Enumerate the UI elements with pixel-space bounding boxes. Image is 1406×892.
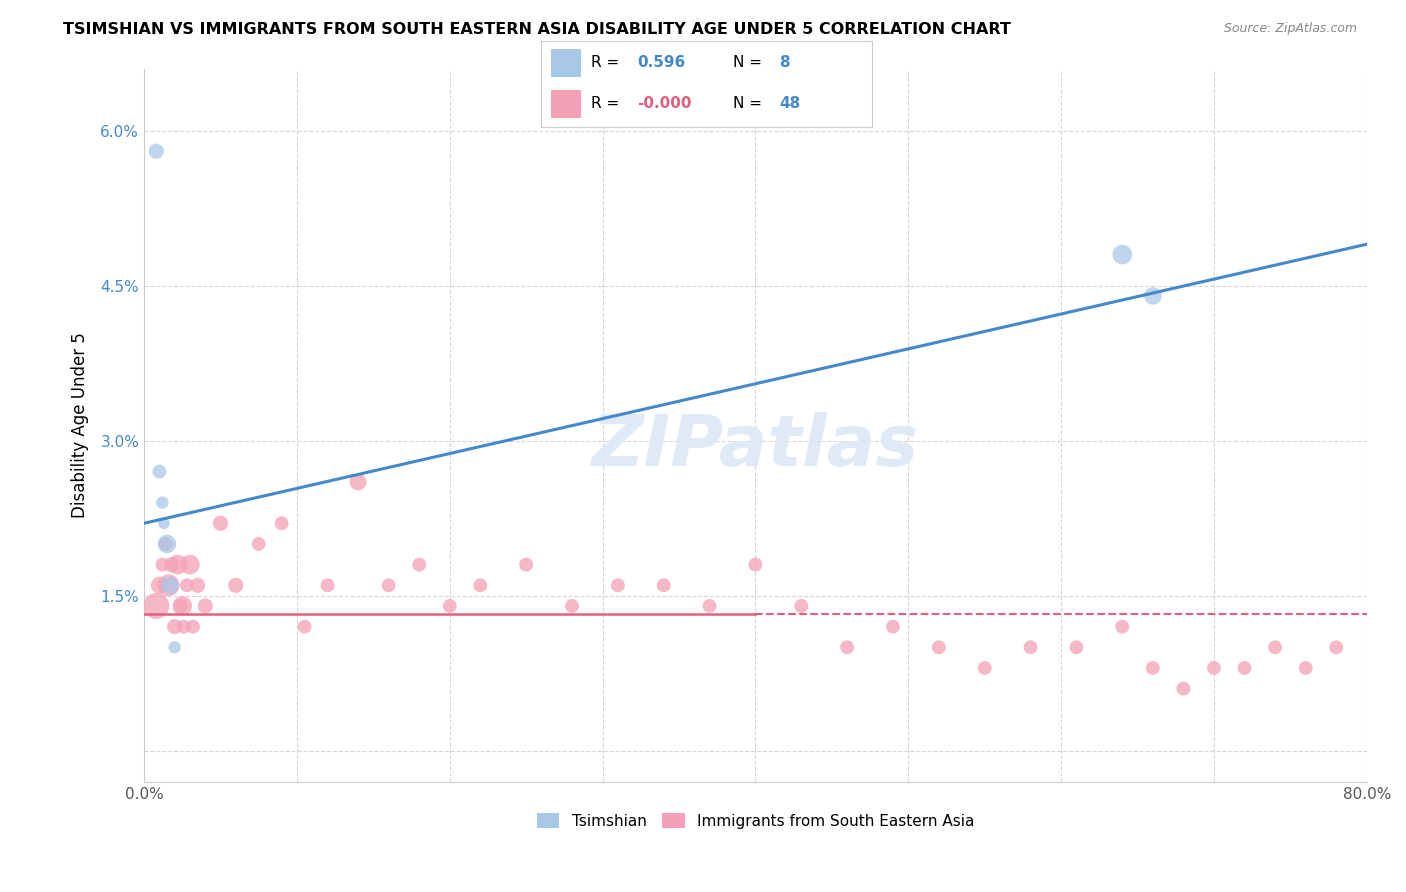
Point [148, 465, 170, 479]
Point [1019, 640, 1042, 655]
Point [155, 537, 177, 551]
Point [156, 537, 179, 551]
FancyBboxPatch shape [551, 49, 581, 77]
Point [166, 558, 188, 572]
Point [606, 578, 628, 592]
Point [170, 599, 193, 613]
Text: N =: N = [733, 55, 762, 70]
Text: 8: 8 [779, 55, 790, 70]
Point [148, 578, 170, 592]
Point [145, 145, 167, 159]
Point [179, 558, 201, 572]
Point [1173, 681, 1195, 696]
Point [790, 599, 813, 613]
Point [408, 558, 430, 572]
Text: N =: N = [733, 96, 762, 112]
Point [652, 578, 675, 592]
Point [837, 640, 859, 655]
Point [1202, 661, 1225, 675]
Point [176, 578, 198, 592]
Point [172, 599, 194, 613]
Point [270, 516, 292, 531]
Point [152, 558, 174, 572]
Point [1233, 661, 1256, 675]
Point [157, 578, 180, 592]
Point [152, 495, 174, 509]
Point [1264, 640, 1286, 655]
Point [145, 599, 167, 613]
Point [247, 537, 270, 551]
Point [194, 599, 217, 613]
Point [163, 619, 186, 633]
Point [316, 578, 339, 592]
Point [181, 619, 204, 633]
Text: R =: R = [591, 96, 619, 112]
Point [159, 578, 181, 592]
Point [187, 578, 209, 592]
Point [1142, 661, 1164, 675]
Point [1066, 640, 1088, 655]
Point [439, 599, 461, 613]
Point [377, 578, 399, 592]
Point [561, 599, 583, 613]
Point [928, 640, 950, 655]
Y-axis label: Disability Age Under 5: Disability Age Under 5 [72, 332, 89, 518]
Point [1142, 289, 1164, 303]
Text: R =: R = [591, 55, 619, 70]
Point [1295, 661, 1317, 675]
Text: 0.596: 0.596 [637, 55, 685, 70]
Text: ZIPatlas: ZIPatlas [592, 412, 920, 481]
Point [470, 578, 492, 592]
Point [209, 516, 232, 531]
Point [1111, 247, 1133, 261]
Point [1111, 619, 1133, 633]
Point [882, 619, 904, 633]
Point [294, 619, 316, 633]
Point [153, 516, 176, 531]
Point [699, 599, 721, 613]
Point [973, 661, 995, 675]
Point [173, 619, 195, 633]
Point [160, 558, 183, 572]
Point [347, 475, 370, 489]
Point [744, 558, 766, 572]
Text: 48: 48 [779, 96, 800, 112]
Point [1324, 640, 1347, 655]
Point [163, 640, 186, 655]
Text: TSIMSHIAN VS IMMIGRANTS FROM SOUTH EASTERN ASIA DISABILITY AGE UNDER 5 CORRELATI: TSIMSHIAN VS IMMIGRANTS FROM SOUTH EASTE… [63, 22, 1011, 37]
Legend: Tsimshian, Immigrants from South Eastern Asia: Tsimshian, Immigrants from South Eastern… [530, 806, 980, 835]
Point [225, 578, 247, 592]
Text: Source: ZipAtlas.com: Source: ZipAtlas.com [1223, 22, 1357, 36]
FancyBboxPatch shape [551, 90, 581, 118]
Text: -0.000: -0.000 [637, 96, 692, 112]
Point [515, 558, 537, 572]
